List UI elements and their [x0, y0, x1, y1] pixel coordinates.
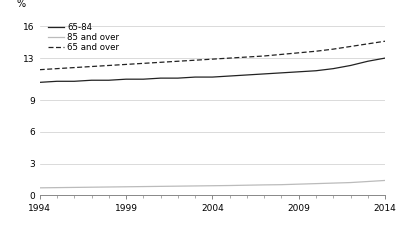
65-84	[141, 78, 146, 81]
65-84	[158, 77, 163, 79]
65-84	[123, 78, 128, 81]
65-84	[297, 70, 301, 73]
85 and over	[123, 185, 128, 188]
65 and over	[123, 63, 128, 66]
65 and over	[106, 64, 111, 67]
85 and over	[37, 186, 42, 189]
65 and over	[193, 59, 197, 62]
65-84	[37, 81, 42, 84]
65-84	[245, 74, 249, 76]
65 and over	[331, 48, 335, 50]
65 and over	[54, 67, 59, 70]
65 and over	[210, 58, 215, 61]
85 and over	[262, 183, 266, 186]
85 and over	[54, 186, 59, 189]
65-84	[331, 67, 335, 70]
Line: 85 and over: 85 and over	[40, 180, 385, 188]
65 and over	[37, 68, 42, 71]
65-84	[210, 76, 215, 79]
85 and over	[297, 183, 301, 185]
85 and over	[141, 185, 146, 188]
65 and over	[297, 52, 301, 54]
65-84	[314, 69, 318, 72]
65-84	[89, 79, 94, 81]
65 and over	[365, 42, 370, 45]
65-84	[106, 79, 111, 81]
85 and over	[106, 186, 111, 188]
Line: 65-84: 65-84	[40, 58, 385, 82]
65-84	[383, 57, 387, 59]
65 and over	[175, 60, 180, 63]
85 and over	[210, 184, 215, 187]
65 and over	[262, 55, 266, 57]
85 and over	[245, 184, 249, 187]
65 and over	[383, 40, 387, 43]
65-84	[227, 75, 232, 77]
65 and over	[348, 45, 353, 48]
85 and over	[193, 185, 197, 187]
65 and over	[141, 62, 146, 65]
65-84	[279, 72, 284, 74]
65-84	[365, 60, 370, 63]
85 and over	[383, 179, 387, 182]
85 and over	[279, 183, 284, 186]
Line: 65 and over: 65 and over	[40, 41, 385, 70]
85 and over	[158, 185, 163, 188]
85 and over	[331, 182, 335, 185]
65-84	[348, 64, 353, 67]
65 and over	[89, 65, 94, 68]
65-84	[193, 76, 197, 79]
65 and over	[227, 57, 232, 59]
85 and over	[314, 182, 318, 185]
65 and over	[314, 50, 318, 53]
65-84	[72, 80, 77, 83]
85 and over	[348, 181, 353, 184]
85 and over	[72, 186, 77, 189]
65-84	[54, 80, 59, 83]
Legend: 65-84, 85 and over, 65 and over: 65-84, 85 and over, 65 and over	[48, 22, 120, 53]
85 and over	[175, 185, 180, 188]
65 and over	[245, 56, 249, 58]
65 and over	[72, 66, 77, 69]
85 and over	[227, 184, 232, 187]
65 and over	[279, 53, 284, 56]
85 and over	[89, 186, 94, 189]
85 and over	[365, 180, 370, 183]
65-84	[262, 73, 266, 75]
65 and over	[158, 61, 163, 64]
Text: %: %	[16, 0, 25, 9]
65-84	[175, 77, 180, 79]
